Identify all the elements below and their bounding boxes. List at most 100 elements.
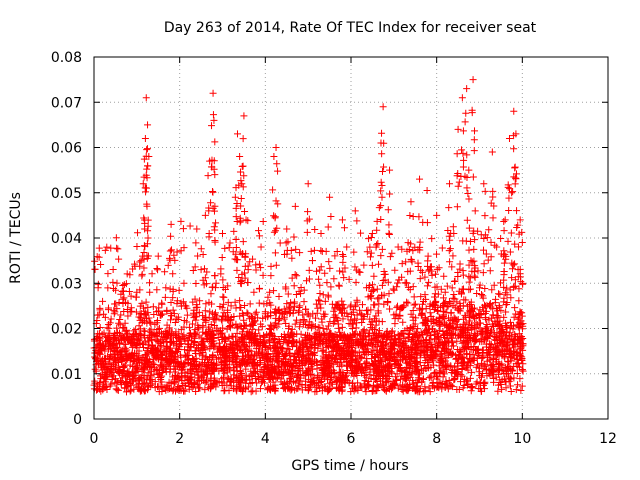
- roti-noise-point: [511, 304, 519, 312]
- roti-point: [500, 271, 508, 279]
- roti-noise-point: [477, 373, 485, 381]
- roti-noise-point: [132, 308, 140, 316]
- roti-noise-point: [279, 310, 287, 318]
- roti-noise-point: [439, 312, 447, 320]
- roti-point: [378, 129, 386, 137]
- roti-noise-point: [165, 254, 173, 262]
- roti-noise-point: [207, 290, 215, 298]
- roti-noise-point: [390, 380, 398, 388]
- roti-noise-point: [99, 380, 107, 388]
- roti-noise-point: [148, 380, 156, 388]
- roti-noise-point: [453, 337, 461, 345]
- roti-noise-point: [136, 316, 144, 324]
- roti-noise-point: [336, 356, 344, 364]
- roti-noise-point: [308, 340, 316, 348]
- roti-noise-point: [165, 358, 173, 366]
- roti-noise-point: [324, 388, 332, 396]
- roti-noise-point: [500, 227, 508, 235]
- roti-noise-point: [156, 340, 164, 348]
- roti-point: [242, 216, 250, 224]
- roti-noise-point: [435, 326, 443, 334]
- roti-point: [504, 237, 512, 245]
- roti-noise-point: [339, 258, 347, 266]
- roti-noise-point: [211, 310, 219, 318]
- roti-point: [202, 280, 210, 288]
- roti-point: [219, 276, 227, 284]
- roti-point: [273, 224, 281, 232]
- roti-point: [513, 223, 521, 231]
- roti-noise-point: [502, 384, 510, 392]
- roti-noise-point: [220, 300, 228, 308]
- roti-noise-point: [460, 344, 468, 352]
- x-tick-label: 2: [175, 431, 184, 447]
- x-tick-label: 6: [347, 431, 356, 447]
- roti-noise-point: [114, 245, 122, 253]
- roti-noise-point: [410, 293, 418, 301]
- roti-noise-point: [173, 300, 181, 308]
- roti-noise-point: [445, 321, 453, 329]
- roti-noise-point: [192, 387, 200, 395]
- roti-noise-point: [496, 339, 504, 347]
- roti-noise-point: [384, 367, 392, 375]
- roti-point: [287, 329, 295, 337]
- roti-noise-point: [335, 304, 343, 312]
- roti-point: [318, 331, 326, 339]
- roti-noise-point: [187, 360, 195, 368]
- roti-noise-point: [339, 315, 347, 323]
- roti-noise-point: [245, 356, 253, 364]
- roti-noise-point: [324, 322, 332, 330]
- roti-noise-point: [207, 332, 215, 340]
- roti-point: [283, 309, 291, 317]
- roti-noise-point: [474, 330, 482, 338]
- roti-noise-point: [232, 363, 240, 371]
- roti-noise-point: [94, 280, 102, 288]
- roti-noise-point: [378, 318, 386, 326]
- roti-noise-point: [233, 329, 241, 337]
- roti-noise-point: [385, 290, 393, 298]
- roti-noise-point: [487, 341, 495, 349]
- roti-noise-point: [361, 349, 369, 357]
- roti-noise-point: [395, 361, 403, 369]
- roti-point: [238, 180, 246, 188]
- roti-noise-point: [517, 345, 525, 353]
- roti-noise-point: [210, 340, 218, 348]
- roti-noise-point: [411, 341, 419, 349]
- roti-noise-point: [321, 361, 329, 369]
- roti-point: [317, 229, 325, 237]
- roti-point: [140, 242, 148, 250]
- roti-point: [271, 214, 279, 222]
- roti-point: [223, 352, 231, 360]
- y-tick-label: 0.05: [51, 186, 82, 202]
- roti-noise-point: [479, 352, 487, 360]
- roti-noise-point: [403, 382, 411, 390]
- roti-noise-point: [345, 333, 353, 341]
- roti-point: [241, 274, 249, 282]
- roti-point: [445, 247, 453, 255]
- roti-noise-point: [254, 373, 262, 381]
- roti-noise-point: [203, 335, 211, 343]
- roti-point: [239, 183, 247, 191]
- roti-point: [463, 173, 471, 181]
- roti-noise-point: [246, 258, 254, 266]
- roti-noise-point: [268, 357, 276, 365]
- roti-noise-point: [375, 260, 383, 268]
- roti-noise-point: [393, 302, 401, 310]
- roti-noise-point: [393, 377, 401, 385]
- roti-noise-point: [106, 338, 114, 346]
- roti-noise-point: [410, 301, 418, 309]
- roti-point: [208, 163, 216, 171]
- roti-noise-point: [485, 226, 493, 234]
- roti-noise-point: [159, 310, 167, 318]
- roti-noise-point: [452, 369, 460, 377]
- roti-noise-point: [441, 363, 449, 371]
- roti-noise-point: [149, 303, 157, 311]
- roti-noise-point: [380, 300, 388, 308]
- roti-point: [143, 240, 151, 248]
- roti-noise-point: [166, 385, 174, 393]
- roti-noise-point: [101, 342, 109, 350]
- roti-noise-point: [490, 378, 498, 386]
- roti-point: [240, 112, 248, 120]
- roti-noise-point: [119, 367, 127, 375]
- roti-noise-point: [305, 318, 313, 326]
- roti-point: [274, 200, 282, 208]
